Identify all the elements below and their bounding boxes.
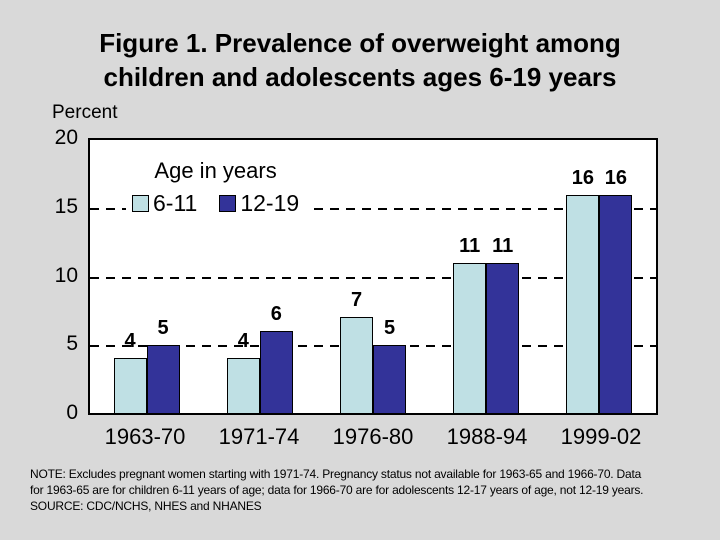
legend-label: 6-11 <box>153 190 198 216</box>
x-axis-labels: 1963-70 1971-74 1976-80 1988-94 1999-02 <box>88 424 658 450</box>
footnote-line: NOTE: Excludes pregnant women starting w… <box>30 467 642 481</box>
bar-value-label: 5 <box>383 317 396 339</box>
bar-value-label: 16 <box>571 167 595 189</box>
legend: Age in years 6-11 12-19 <box>126 156 312 225</box>
bar-6-11-1976-80 <box>340 317 373 413</box>
bar-value-label: 4 <box>124 330 136 352</box>
y-tick-label: 0 <box>66 401 78 424</box>
bar-12-19-1963-70 <box>146 345 180 413</box>
legend-item-6-11: 6-11 <box>132 190 197 217</box>
bar-6-11-1988-94 <box>453 263 487 413</box>
legend-item-12-19: 12-19 <box>219 190 299 217</box>
bar-column: 16 <box>566 167 600 413</box>
x-axis-label: 1971-74 <box>218 424 300 449</box>
bar-value-label: 5 <box>157 317 169 339</box>
gridline-15 <box>90 208 656 210</box>
y-tick-label: 15 <box>54 194 78 218</box>
footnote-line: SOURCE: CDC/NCHS, NHES and NHANES <box>30 499 262 513</box>
bar-value-label: 11 <box>492 235 514 257</box>
legend-label: 12-19 <box>240 190 300 216</box>
bar-6-11-1971-74 <box>226 358 260 413</box>
x-axis-label: 1999-02 <box>560 424 642 449</box>
x-axis-label: 1963-70 <box>104 424 186 449</box>
bar-6-11-1963-70 <box>113 358 147 413</box>
y-tick-label: 20 <box>54 126 78 149</box>
bar-12-19-1976-80 <box>373 345 406 413</box>
bar-group: 11 11 <box>430 140 543 413</box>
y-tick-label: 5 <box>66 332 78 356</box>
legend-swatch-icon <box>219 195 237 212</box>
plot-area: 4 5 4 6 7 5 11 11 16 16 Age in years 6-11 12-19 <box>88 138 658 415</box>
bar-12-19-1971-74 <box>259 331 293 413</box>
bar-column: 16 <box>599 167 633 413</box>
bar-column: 6 <box>259 303 293 413</box>
footnote: NOTE: Excludes pregnant women starting w… <box>30 466 710 514</box>
y-axis-unit-label: Percent <box>52 102 118 123</box>
bar-groups: 4 5 4 6 7 5 11 11 16 16 <box>90 140 656 413</box>
bar-value-label: 4 <box>237 330 249 352</box>
bar-value-label: 6 <box>270 303 282 325</box>
bar-column: 7 <box>340 289 373 413</box>
x-axis-label: 1976-80 <box>332 424 414 449</box>
legend-swatch-icon <box>132 195 149 212</box>
footnote-line: for 1963-65 are for children 6-11 years … <box>30 483 644 497</box>
legend-title: Age in years <box>154 158 277 183</box>
bar-6-11-1999-02 <box>566 195 600 413</box>
chart-title-line-1: Figure 1. Prevalence of overweight among <box>99 28 621 58</box>
bar-value-label: 7 <box>350 289 363 311</box>
legend-items: 6-11 12-19 <box>132 190 299 217</box>
bar-12-19-1999-02 <box>599 195 633 413</box>
bar-value-label: 11 <box>459 235 481 257</box>
bar-column: 11 <box>453 235 487 413</box>
bar-column: 4 <box>226 330 260 413</box>
bar-value-label: 16 <box>604 167 628 189</box>
gridline-10 <box>90 277 656 279</box>
bar-column: 11 <box>486 235 520 413</box>
y-tick-label: 10 <box>54 263 78 287</box>
chart-title: Figure 1. Prevalence of overweight among… <box>0 26 720 94</box>
x-axis-label: 1988-94 <box>446 424 528 449</box>
bar-group: 16 16 <box>543 140 656 413</box>
bar-column: 5 <box>146 317 180 413</box>
bar-12-19-1988-94 <box>486 263 520 413</box>
bar-column: 4 <box>113 330 147 413</box>
chart-title-line-2: children and adolescents ages 6-19 years <box>103 62 617 92</box>
bar-column: 5 <box>373 317 406 413</box>
